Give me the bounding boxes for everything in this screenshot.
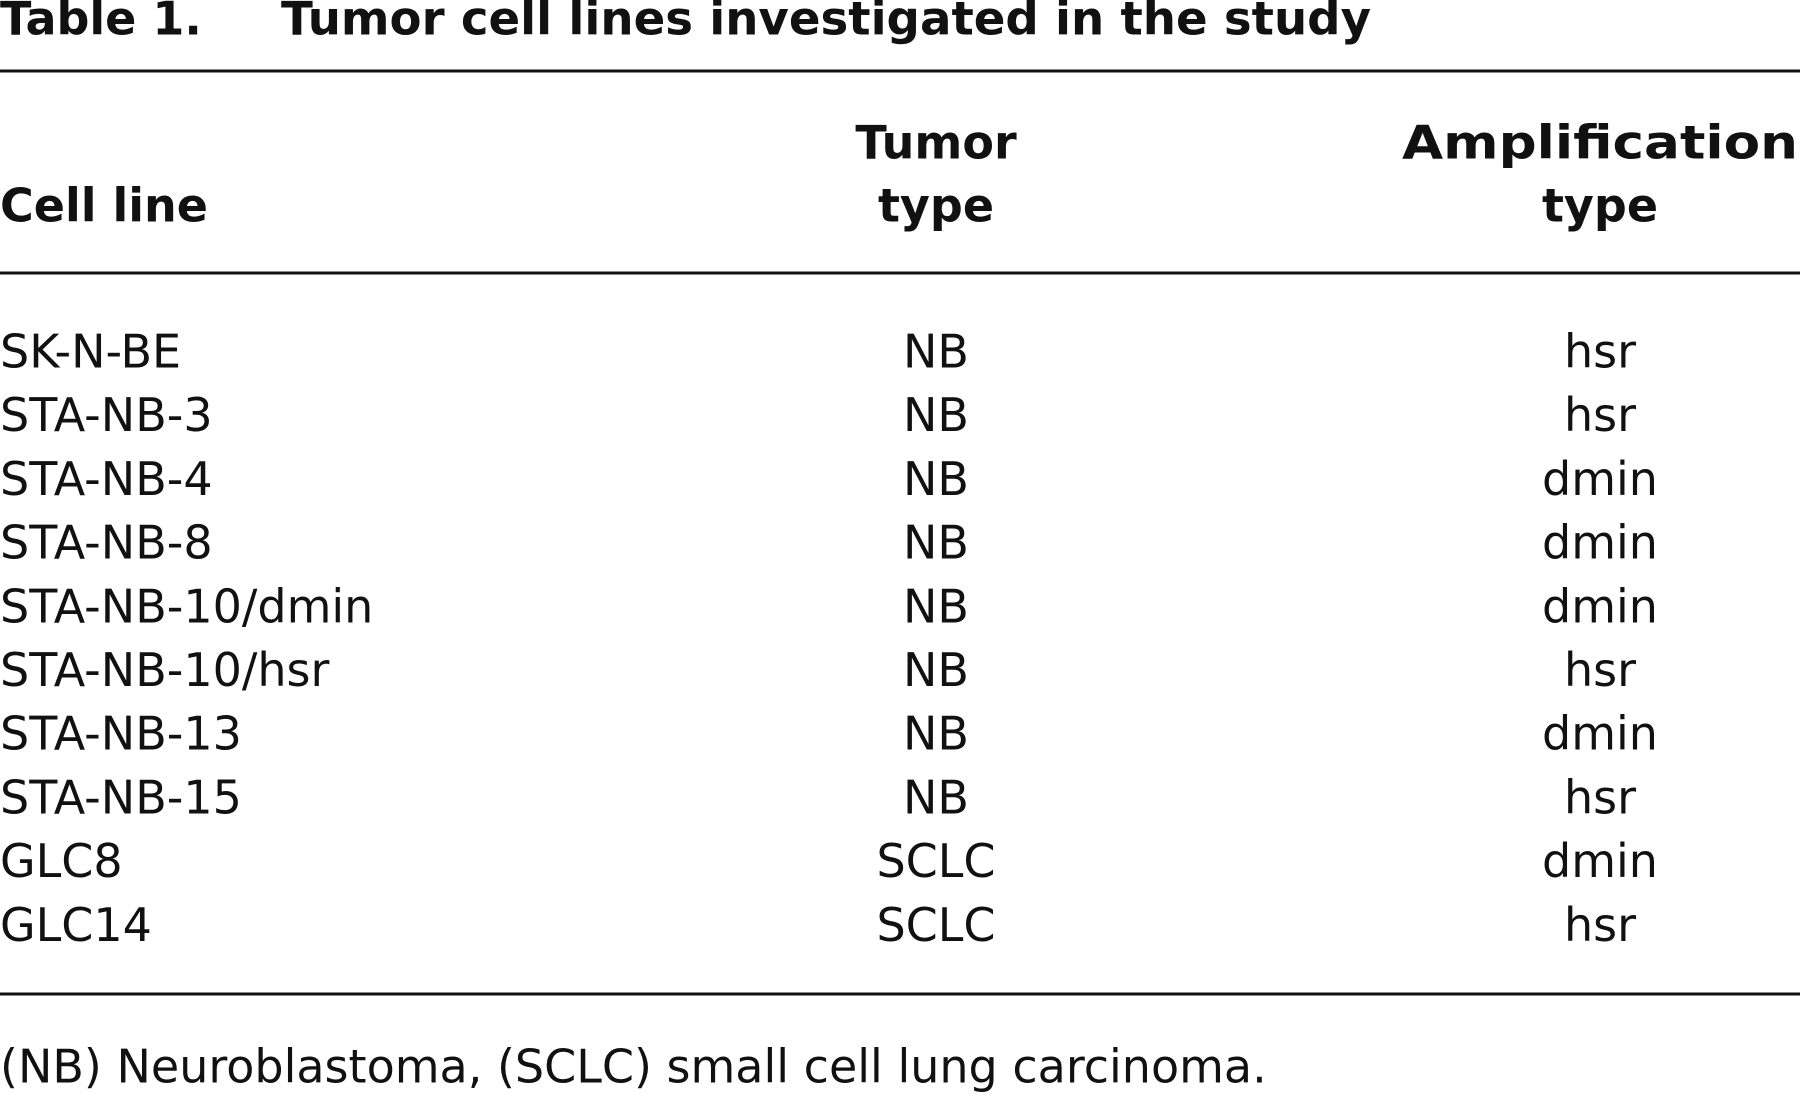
table-cell: SK-N-BE [0,325,181,379]
footnote: (NB) Neuroblastoma, (SCLC) small cell lu… [0,1040,1267,1094]
table-cell: dmin [1542,579,1658,633]
table-cell: dmin [1542,452,1658,506]
table-cell: hsr [1564,898,1636,952]
table-cell: dmin [1542,834,1658,888]
table-cell: hsr [1564,770,1636,824]
table-cell: STA-NB-10/dmin [0,579,373,633]
table-cell: NB [903,579,969,633]
table-cell: STA-NB-4 [0,452,213,506]
table-cell: STA-NB-13 [0,707,242,761]
table-cell: hsr [1564,388,1636,442]
table-cell: NB [903,516,969,570]
table-cell: NB [903,707,969,761]
table-cell: NB [903,770,969,824]
table-cell: STA-NB-3 [0,388,213,442]
table-cell: NB [903,452,969,506]
table-cell: hsr [1564,325,1636,379]
table-cell: NB [903,643,969,697]
table-title: Tumor cell lines investigated in the stu… [281,0,1371,46]
table-label: Table 1. [0,0,202,46]
header-cell: type [878,179,994,233]
header-cell: type [1542,179,1658,233]
table-cell: STA-NB-10/hsr [0,643,330,697]
table-cell: GLC8 [0,834,123,888]
table-cell: STA-NB-8 [0,516,213,570]
table-cell: STA-NB-15 [0,770,242,824]
table-cell: SCLC [876,898,995,952]
table-cell: SCLC [876,834,995,888]
header-cell: Amplification [1402,116,1798,170]
table-cell: dmin [1542,516,1658,570]
table-cell: hsr [1564,643,1636,697]
header-cell: Tumor [855,116,1017,170]
header-cell: Cell line [0,179,208,233]
table-cell: dmin [1542,707,1658,761]
table-cell: NB [903,325,969,379]
table-cell: GLC14 [0,898,152,952]
table-cell: NB [903,388,969,442]
